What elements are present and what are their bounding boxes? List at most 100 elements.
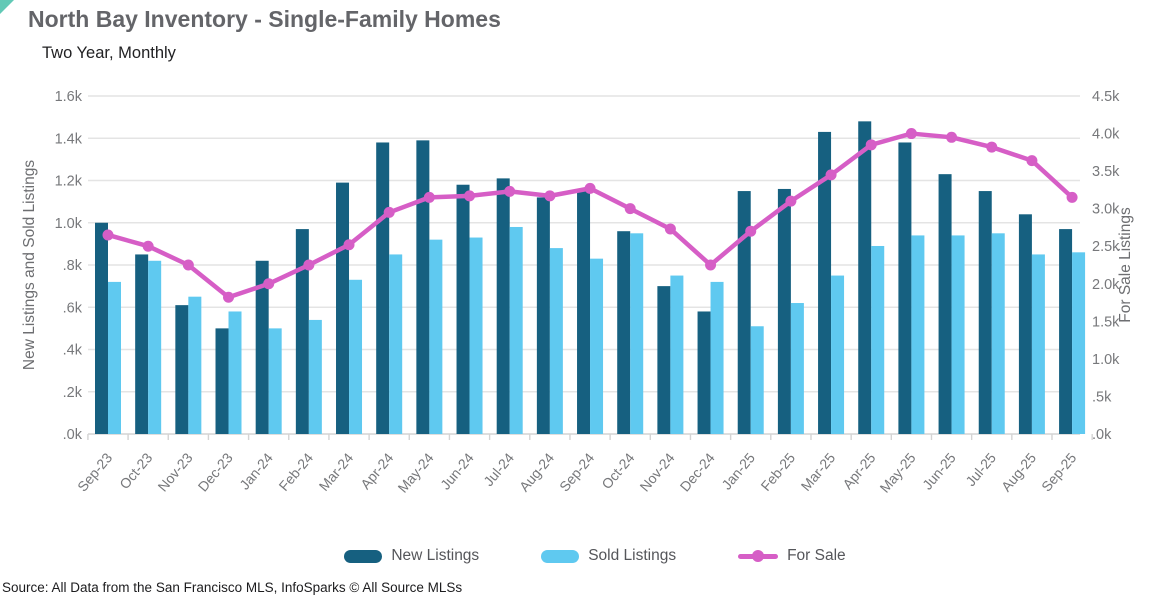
for-sale-point-Feb-25 — [785, 195, 797, 207]
bar-new-listings-Mar-24 — [336, 182, 350, 434]
x-axis-label-Jul-25: Jul-25 — [962, 449, 999, 489]
right-axis-tick-label: .5k — [1092, 389, 1112, 405]
left-axis-tick-label: 1.6k — [55, 89, 83, 105]
bar-sold-listings-Apr-25 — [871, 245, 885, 434]
legend-item-sold-listings: Sold Listings — [541, 547, 676, 565]
right-axis-title: For Sale Listings — [1117, 207, 1134, 323]
for-sale-point-Dec-23 — [223, 291, 235, 303]
bar-new-listings-May-25 — [898, 142, 912, 434]
source-attribution: Source: All Data from the San Francisco … — [2, 580, 463, 595]
x-axis-label-Dec-23: Dec-23 — [195, 449, 236, 494]
for-sale-point-Sep-24 — [584, 182, 596, 194]
right-axis-tick-label: 1.0k — [1092, 352, 1120, 368]
chart-legend: New Listings Sold Listings For Sale — [0, 547, 1166, 565]
for-sale-point-Sep-25 — [1066, 191, 1078, 203]
page-subtitle: Two Year, Monthly — [42, 44, 176, 62]
right-axis-tick-label: 3.5k — [1092, 164, 1120, 180]
for-sale-dot-icon — [752, 550, 765, 562]
bar-new-listings-Apr-25 — [858, 121, 872, 434]
bar-sold-listings-Feb-24 — [308, 319, 322, 434]
for-sale-point-Jul-25 — [986, 141, 998, 153]
for-sale-point-Aug-25 — [1026, 155, 1038, 167]
for-sale-point-Oct-23 — [142, 240, 154, 252]
x-axis-label-Feb-24: Feb-24 — [275, 449, 316, 493]
bar-new-listings-Feb-24 — [295, 229, 309, 434]
bar-new-listings-May-24 — [416, 140, 430, 435]
for-sale-point-Jan-24 — [263, 278, 275, 290]
bar-new-listings-Apr-24 — [376, 142, 390, 434]
new-listings-swatch — [344, 549, 383, 563]
x-axis-label-Apr-25: Apr-25 — [839, 449, 878, 492]
bar-sold-listings-Jul-24 — [509, 226, 523, 434]
x-axis-label-Oct-24: Oct-24 — [598, 449, 637, 492]
bar-new-listings-Oct-24 — [617, 231, 631, 434]
bar-sold-listings-Jun-24 — [469, 237, 483, 434]
bar-new-listings-Aug-24 — [536, 197, 550, 434]
bar-new-listings-Oct-23 — [135, 254, 149, 434]
bar-sold-listings-Mar-24 — [349, 279, 363, 434]
bar-sold-listings-Feb-25 — [790, 303, 804, 434]
x-axis-label-May-25: May-25 — [876, 449, 918, 495]
bar-sold-listings-Mar-25 — [831, 275, 845, 434]
bar-sold-listings-Oct-24 — [630, 233, 644, 434]
for-sale-point-Jul-24 — [504, 185, 516, 197]
for-sale-point-Nov-24 — [664, 223, 676, 235]
left-axis-tick-label: 1.2k — [55, 174, 83, 190]
left-axis-tick-label: .0k — [63, 427, 83, 443]
bar-new-listings-Sep-23 — [95, 222, 108, 434]
bar-sold-listings-Sep-25 — [1072, 252, 1086, 434]
right-axis-tick-label: 4.0k — [1092, 127, 1120, 143]
for-sale-point-Oct-24 — [624, 203, 636, 215]
x-axis-label-Jun-24: Jun-24 — [437, 449, 477, 492]
x-axis-label-Aug-25: Aug-25 — [998, 449, 1039, 494]
x-axis-label-Sep-23: Sep-23 — [74, 449, 115, 494]
for-sale-point-May-25 — [905, 128, 917, 140]
x-axis-label-Nov-23: Nov-23 — [154, 449, 195, 494]
bar-new-listings-Nov-24 — [657, 286, 671, 434]
right-axis-tick-label: 4.5k — [1092, 89, 1120, 105]
bar-new-listings-Jun-25 — [938, 174, 952, 434]
bar-new-listings-Aug-25 — [1018, 214, 1032, 434]
legend-label-new-listings: New Listings — [391, 547, 480, 564]
bar-sold-listings-Jan-24 — [268, 328, 282, 434]
for-sale-point-Aug-24 — [544, 190, 556, 202]
for-sale-point-May-24 — [423, 191, 435, 203]
bar-sold-listings-Aug-24 — [549, 248, 563, 434]
x-axis-label-Mar-24: Mar-24 — [316, 449, 357, 493]
bar-sold-listings-Apr-24 — [389, 254, 403, 434]
bar-new-listings-Feb-25 — [777, 188, 791, 434]
legend-item-new-listings: New Listings — [344, 547, 479, 565]
bar-new-listings-Dec-24 — [697, 311, 711, 434]
bar-sold-listings-Sep-24 — [590, 258, 604, 434]
x-axis-label-Apr-24: Apr-24 — [357, 449, 396, 492]
right-axis-tick-label: 3.0k — [1092, 202, 1120, 218]
left-axis-tick-label: 1.0k — [55, 216, 83, 232]
for-sale-point-Feb-24 — [303, 259, 315, 271]
bar-new-listings-Jan-25 — [737, 191, 751, 434]
x-axis-label-Nov-24: Nov-24 — [636, 449, 677, 494]
bar-sold-listings-Sep-23 — [108, 281, 121, 434]
x-axis-label-Dec-24: Dec-24 — [677, 449, 718, 494]
legend-label-sold-listings: Sold Listings — [588, 547, 677, 564]
for-sale-point-Mar-24 — [343, 239, 355, 251]
bar-sold-listings-Dec-24 — [710, 281, 724, 434]
bar-sold-listings-Nov-24 — [670, 275, 684, 434]
right-axis-tick-label: .0k — [1092, 427, 1112, 443]
x-axis-label-May-24: May-24 — [394, 449, 436, 495]
x-axis-label-Sep-24: Sep-24 — [556, 449, 597, 494]
bar-sold-listings-Jan-25 — [750, 326, 764, 434]
for-sale-point-Jun-25 — [946, 131, 958, 143]
x-axis-label-Jan-24: Jan-24 — [236, 449, 276, 492]
corner-accent — [0, 0, 14, 14]
left-axis-tick-label: .8k — [63, 258, 83, 274]
x-axis-label-Sep-25: Sep-25 — [1038, 449, 1079, 494]
sold-listings-swatch — [541, 549, 580, 563]
for-sale-point-Sep-23 — [102, 229, 114, 241]
x-axis-label-Jul-24: Jul-24 — [480, 449, 517, 489]
bar-sold-listings-Aug-25 — [1031, 254, 1045, 434]
x-axis-label-Jun-25: Jun-25 — [919, 449, 959, 492]
bar-sold-listings-Oct-23 — [148, 260, 162, 434]
bar-sold-listings-May-24 — [429, 239, 443, 434]
legend-item-for-sale: For Sale — [738, 547, 846, 565]
bar-new-listings-Jan-24 — [255, 260, 269, 434]
